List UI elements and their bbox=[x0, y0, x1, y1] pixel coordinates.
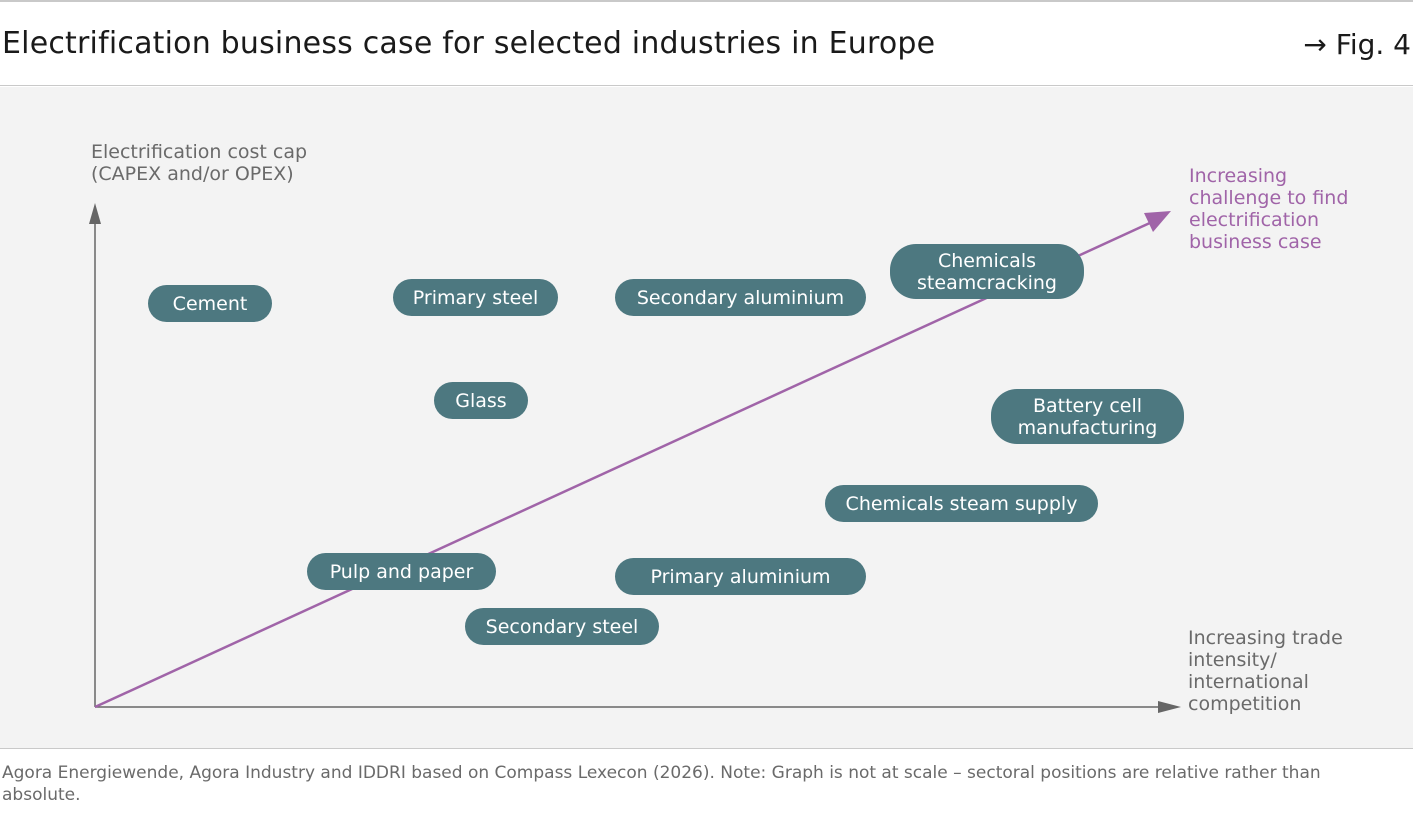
page-title: Electrification business case for select… bbox=[2, 26, 936, 61]
top-rule bbox=[0, 0, 1413, 2]
industry-secondary-steel: Secondary steel bbox=[465, 608, 659, 645]
y-axis-arrowhead bbox=[89, 203, 101, 224]
x-axis-arrowhead bbox=[1158, 701, 1181, 713]
industry-chemicals-steamcracking: Chemicals steamcracking bbox=[890, 244, 1084, 299]
industry-pulp-and-paper: Pulp and paper bbox=[307, 553, 496, 590]
figure-reference: → Fig. 4 bbox=[1303, 28, 1411, 61]
industry-cement: Cement bbox=[148, 285, 272, 322]
industry-chemicals-steam-supply: Chemicals steam supply bbox=[825, 485, 1098, 522]
bottom-rule bbox=[0, 748, 1413, 749]
x-axis-label: Increasing trade intensity/ internationa… bbox=[1188, 627, 1343, 715]
trend-arrow bbox=[94, 220, 1153, 709]
trend-arrowhead bbox=[1144, 211, 1171, 232]
industry-primary-aluminium: Primary aluminium bbox=[615, 558, 866, 595]
industry-primary-steel: Primary steel bbox=[393, 279, 558, 316]
industry-battery-cell-manufacturing: Battery cell manufacturing bbox=[991, 389, 1184, 444]
trend-label: Increasing challenge to find electrifica… bbox=[1189, 165, 1349, 253]
y-axis-label: Electrification cost cap (CAPEX and/or O… bbox=[91, 141, 308, 185]
industry-secondary-aluminium: Secondary aluminium bbox=[615, 279, 866, 316]
industry-glass: Glass bbox=[434, 382, 528, 419]
header: Electrification business case for select… bbox=[0, 2, 1413, 86]
source-note: Agora Energiewende, Agora Industry and I… bbox=[2, 763, 1321, 805]
